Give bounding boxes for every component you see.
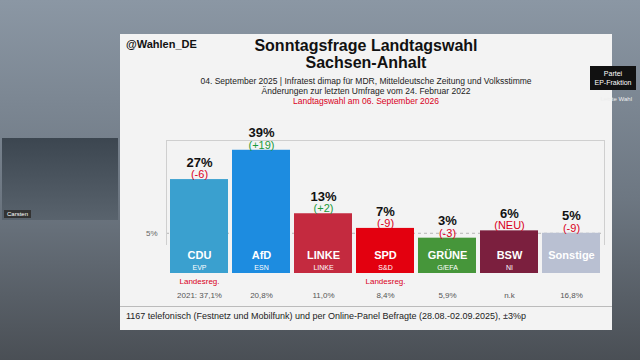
svg-text:20,8%: 20,8% (250, 291, 273, 300)
svg-text:5%: 5% (562, 208, 581, 224)
svg-text:(NEU): (NEU) (494, 219, 525, 231)
svg-text:n.k: n.k (504, 291, 516, 300)
svg-text:Sonstige: Sonstige (548, 249, 594, 261)
html-text:Letzte Wahl: Letzte Wahl (600, 96, 632, 102)
svg-text:2021: 37,1%: 2021: 37,1% (177, 291, 222, 300)
html-text:Änderungen zur letzten Umfrage: Änderungen zur letzten Umfrage vom 24. F… (261, 86, 471, 96)
svg-text:G/EFA: G/EFA (437, 264, 458, 271)
svg-text:3%: 3% (438, 213, 457, 229)
svg-text:NI: NI (506, 264, 513, 271)
svg-text:5%: 5% (146, 229, 158, 238)
svg-text:BSW: BSW (497, 249, 523, 261)
svg-text:6%: 6% (500, 206, 519, 221)
svg-text:LINKE: LINKE (307, 249, 340, 261)
svg-text:ESN: ESN (254, 264, 268, 271)
svg-text:27%: 27% (186, 154, 213, 170)
svg-text:(-9): (-9) (563, 222, 580, 234)
html-text:Sonntagsfrage Landtagswahl Sac: Sonntagsfrage Landtagswahl Sachsen-Anhal… (254, 37, 478, 71)
svg-text:CDU: CDU (188, 249, 212, 261)
html-text:Landtagswahl am 06. September: Landtagswahl am 06. September 2026 (293, 96, 439, 106)
html-text:1167 telefonisch (Festnetz und: 1167 telefonisch (Festnetz und Mobilfunk… (126, 311, 526, 321)
svg-text:(+2): (+2) (314, 202, 334, 214)
svg-text:(-9): (-9) (377, 217, 394, 229)
svg-text:AfD: AfD (252, 249, 272, 261)
svg-text:LINKE: LINKE (313, 264, 334, 271)
html-text:Carsten: Carsten (7, 211, 28, 217)
svg-text:(-3): (-3) (439, 227, 456, 239)
svg-text:GRÜNE: GRÜNE (428, 249, 468, 261)
svg-text:Landesreg.: Landesreg. (179, 277, 219, 286)
svg-text:13%: 13% (310, 188, 337, 204)
svg-text:39%: 39% (248, 125, 275, 141)
svg-text:8,4%: 8,4% (376, 291, 394, 300)
svg-text:16,8%: 16,8% (560, 291, 583, 300)
html-text:@Wahlen_DE: @Wahlen_DE (126, 38, 197, 50)
svg-text:EVP: EVP (192, 264, 206, 271)
svg-text:11,0%: 11,0% (312, 291, 334, 300)
svg-text:SPD: SPD (374, 249, 397, 261)
html-text:EP-Fraktion: EP-Fraktion (594, 79, 632, 86)
html-text:04. September 2025 | Infratest: 04. September 2025 | Infratest dimap für… (200, 76, 532, 86)
html-text:Partei: Partei (603, 70, 623, 77)
svg-text:Landesreg.: Landesreg. (365, 277, 405, 286)
svg-text:5,9%: 5,9% (438, 291, 456, 300)
svg-text:S&D: S&D (378, 264, 392, 271)
svg-text:(+19): (+19) (249, 139, 275, 151)
svg-text:7%: 7% (376, 203, 395, 219)
svg-text:(-6): (-6) (191, 168, 208, 180)
